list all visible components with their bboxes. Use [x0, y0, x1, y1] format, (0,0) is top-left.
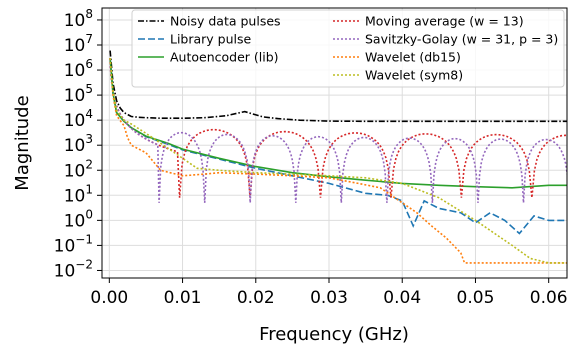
- y-tick-label: 10−1: [54, 232, 93, 256]
- x-tick-label: 0.02: [237, 288, 275, 308]
- legend-label-1: Noisy data pulses: [170, 14, 281, 29]
- y-axis-title: Magnitude: [12, 95, 33, 190]
- legend: Noisy data pulses Library pulse Autoencode…: [131, 9, 565, 88]
- x-axis-ticks: 0.00 0.01 0.02 0.03 0.04 0.05 0.06: [90, 278, 568, 308]
- y-tick-label: 108: [64, 7, 93, 31]
- x-tick-label: 0.00: [90, 288, 128, 308]
- series-line-6: [109, 58, 567, 264]
- y-tick-label: 107: [64, 32, 93, 56]
- legend-label-5: Savitzky-Golay (w = 31, p = 3): [365, 32, 558, 47]
- y-tick-label: 104: [64, 107, 93, 131]
- series-line-4: [109, 58, 567, 198]
- y-tick-label: 106: [64, 57, 93, 81]
- legend-label-2: Library pulse: [170, 32, 252, 47]
- x-tick-label: 0.05: [457, 288, 495, 308]
- x-tick-label: 0.01: [164, 288, 202, 308]
- series-line-2: [109, 58, 567, 235]
- legend-label-3: Autoencoder (lib): [170, 50, 279, 65]
- y-tick-label: 105: [64, 82, 93, 106]
- legend-frame: [131, 9, 565, 88]
- legend-label-6: Wavelet (db15): [365, 50, 461, 65]
- x-tick-label: 0.04: [383, 288, 421, 308]
- y-tick-label: 103: [64, 132, 93, 156]
- y-tick-label: 101: [64, 182, 93, 206]
- x-tick-label: 0.03: [310, 288, 348, 308]
- x-tick-label: 0.06: [530, 288, 568, 308]
- y-tick-label: 10−2: [54, 257, 93, 281]
- legend-label-7: Wavelet (sym8): [365, 68, 463, 83]
- plot-frame: [101, 7, 568, 279]
- y-tick-label: 102: [64, 157, 93, 181]
- plot-series: [109, 50, 567, 264]
- x-axis-title: Frequency (GHz): [259, 324, 409, 345]
- series-line-1: [109, 50, 567, 123]
- legend-label-4: Moving average (w = 13): [365, 14, 524, 29]
- y-tick-label: 100: [64, 207, 93, 231]
